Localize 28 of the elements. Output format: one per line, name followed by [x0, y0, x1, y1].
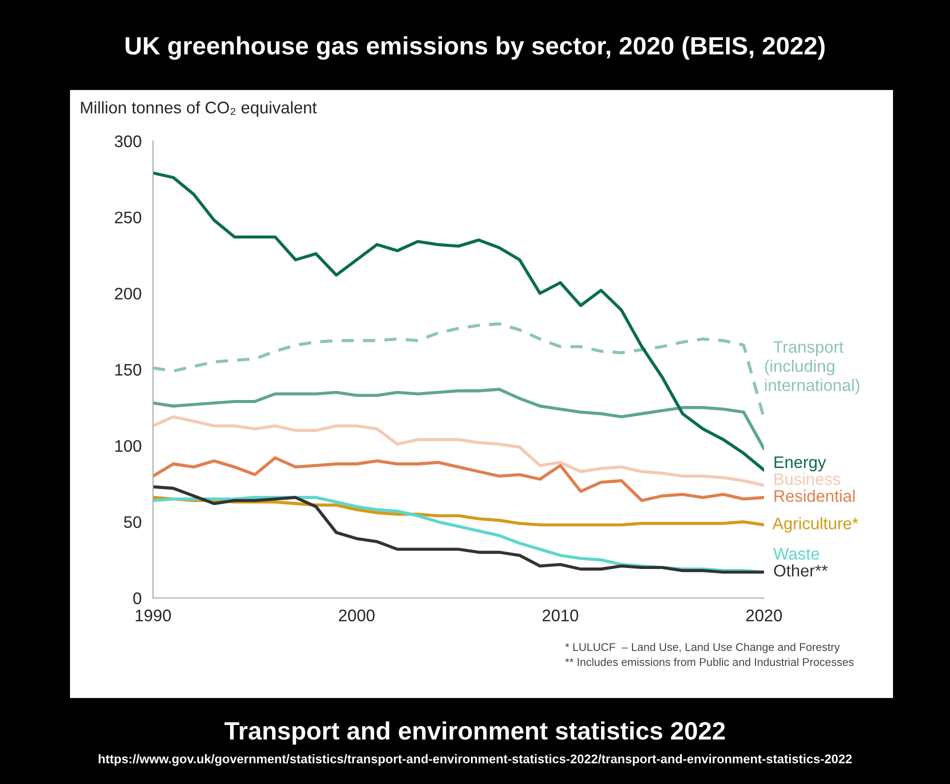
- line-series: [153, 456, 764, 502]
- series-label: Waste: [773, 548, 820, 560]
- x-tick-label: 2020: [746, 610, 782, 622]
- series-label: Transport (including international): [765, 341, 860, 394]
- y-tick-label: 300: [114, 135, 142, 148]
- line-series: [153, 171, 764, 472]
- y-axis-title: Million tonnes of CO₂ equivalent: [81, 101, 317, 117]
- y-tick-label: 50: [124, 516, 142, 528]
- text: ** Includes emissions from Public and Industrial Processes: [565, 658, 854, 666]
- x-tick-label: 1990: [136, 610, 171, 622]
- line-series: [153, 388, 764, 450]
- series-label: Business: [774, 472, 840, 486]
- line-series: [153, 415, 764, 487]
- y-tick-label: 150: [115, 364, 142, 376]
- text: Transport and environment statistics 2022: [224, 721, 725, 745]
- y-tick-label: 250: [114, 212, 142, 224]
- y-tick-label: 200: [114, 288, 142, 300]
- series-label: Residential: [774, 490, 855, 502]
- series-label: Agriculture*: [772, 517, 858, 533]
- y-tick-label: 0: [133, 592, 142, 604]
- series-label: Other**: [774, 564, 828, 577]
- x-tick-label: 2000: [338, 610, 375, 622]
- text: https://www.gov.uk/government/statistics/transport-and-environment-statistics-2022/transport-and-environment-statistics-2022: [98, 754, 852, 766]
- text: * LULUCF – Land Use, Land Use Change and Forestry: [565, 642, 840, 654]
- series-label: Energy: [774, 456, 826, 472]
- x-tick-label: 2010: [542, 610, 578, 622]
- y-tick-label: 100: [115, 440, 142, 452]
- chart-title: UK greenhouse gas emissions by sector, 2020 (BEIS, 2022): [126, 36, 825, 60]
